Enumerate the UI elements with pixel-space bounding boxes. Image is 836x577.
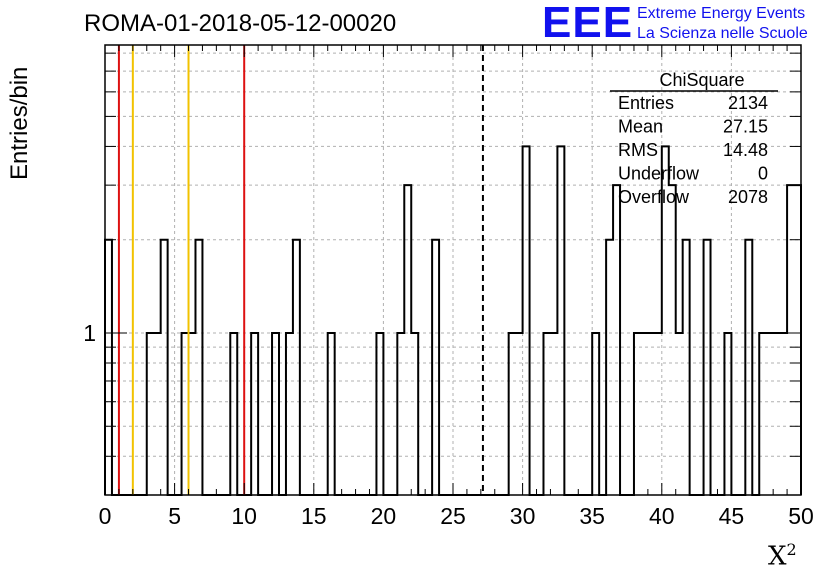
y-axis: 1 (83, 52, 801, 496)
histogram-bin (161, 240, 168, 495)
stats-row-label: Entries (618, 93, 674, 113)
histogram-bin (592, 333, 599, 495)
histogram-bin (648, 333, 655, 495)
histogram-bin (147, 333, 154, 495)
grid (105, 45, 801, 496)
histogram-bin (293, 240, 300, 495)
histogram-bin (724, 333, 731, 495)
histogram-bin (411, 333, 418, 495)
histogram-bin (606, 240, 613, 495)
x-tick-label: 10 (231, 503, 257, 529)
x-tick-label: 35 (579, 503, 605, 529)
histogram-bin (376, 333, 383, 495)
marker-lines (117, 45, 484, 495)
x-tick-label: 5 (168, 503, 181, 529)
histogram-bin (759, 333, 766, 495)
histogram-bin (154, 333, 161, 495)
histogram-bin (634, 333, 641, 495)
stats-row-value: 2134 (728, 93, 768, 113)
y-axis-label: Entries/bin (6, 66, 33, 180)
stats-row-value: 27.15 (723, 117, 768, 137)
x-tick-label: 40 (649, 503, 675, 529)
y-tick-label: 1 (83, 320, 96, 346)
histogram-bin (669, 185, 676, 495)
histogram-bin (787, 185, 794, 495)
histogram-bin (251, 333, 258, 495)
stats-row-value: 2078 (728, 187, 768, 207)
x-tick-label: 20 (371, 503, 397, 529)
histogram-bin (641, 333, 648, 495)
x-axis-label-sup: 2 (786, 540, 797, 559)
x-tick-label: 30 (510, 503, 536, 529)
x-axis: 0 5 10 15 20 25 30 35 40 45 50 (99, 45, 814, 529)
stats-row-value: 14.48 (723, 140, 768, 160)
x-tick-label: 50 (788, 503, 814, 529)
histogram-bin (523, 146, 530, 495)
stats-row-label: Underflow (618, 164, 700, 184)
histogram-bin (550, 333, 557, 495)
histogram-bin (230, 333, 237, 495)
logo-line-2: La Scienza nelle Scuole (637, 25, 808, 42)
histogram-bin (272, 333, 279, 495)
eee-logo-mark: EEE (542, 0, 634, 47)
histogram-bin (286, 333, 293, 495)
stats-row-label: RMS (618, 140, 658, 160)
histogram-bin (182, 333, 189, 495)
histogram-bin (704, 240, 711, 495)
stats-title: ChiSquare (659, 70, 744, 90)
x-tick-label: 0 (99, 503, 112, 529)
chart-title: ROMA-01-2018-05-12-00020 (84, 10, 397, 37)
histogram-bin (509, 333, 516, 495)
histogram-bin (328, 333, 335, 495)
histogram-bin (773, 333, 780, 495)
histogram-bin (794, 185, 801, 495)
histogram-bin (432, 240, 439, 495)
histogram-bin (676, 333, 683, 495)
histogram-bin (195, 240, 202, 495)
histogram-bin (780, 333, 787, 495)
histogram-bin (613, 185, 620, 495)
histogram-bin (543, 333, 550, 495)
histogram-bin (766, 333, 773, 495)
histogram-bin (404, 185, 411, 495)
histogram-bin (189, 333, 196, 495)
x-tick-label: 15 (301, 503, 327, 529)
stats-row-label: Overflow (618, 187, 690, 207)
x-axis-label-main: X (768, 541, 787, 572)
x-tick-label: 45 (719, 503, 745, 529)
stats-row-value: 0 (758, 164, 768, 184)
histogram-bin (655, 333, 662, 495)
logo-line-1: Extreme Energy Events (637, 5, 806, 22)
histogram-bin (557, 146, 564, 495)
histogram-bin (516, 333, 523, 495)
x-tick-label: 25 (440, 503, 466, 529)
histogram-bin (683, 240, 690, 495)
x-axis-label: X2 (768, 540, 797, 572)
stats-row-label: Mean (618, 117, 663, 137)
histogram-bin (745, 240, 752, 495)
histogram-bin (397, 333, 404, 495)
stats-box: ChiSquare Entries 2134 Mean 27.15 RMS 14.48 Und… (610, 70, 778, 207)
